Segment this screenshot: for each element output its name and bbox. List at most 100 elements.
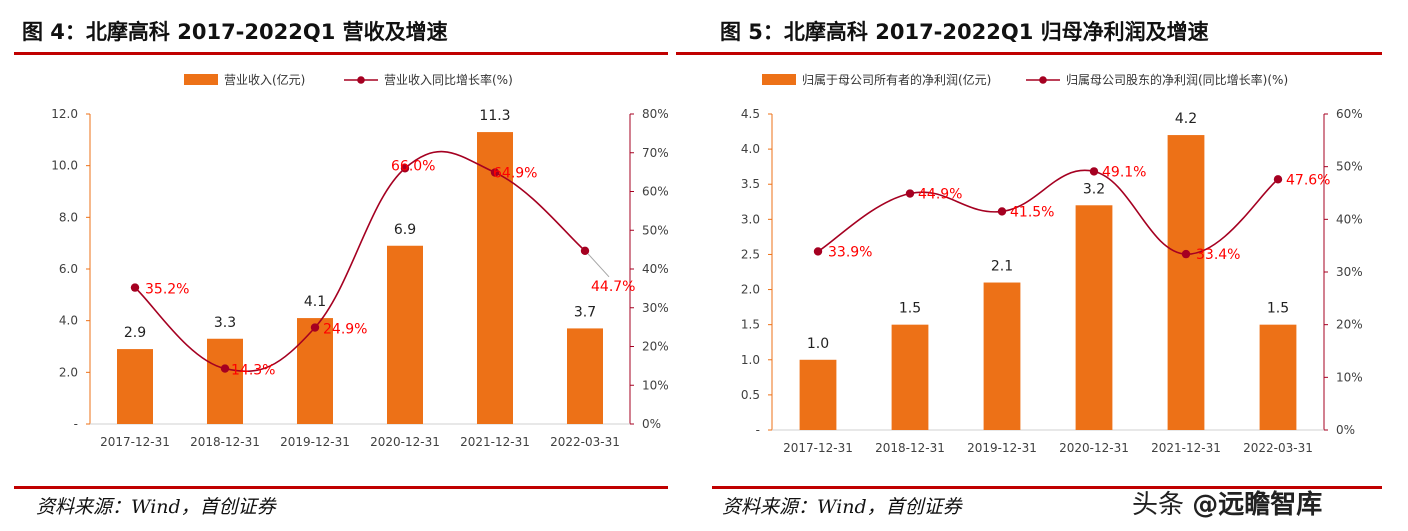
net-profit-growth-point xyxy=(997,207,1007,216)
revenue-y2-tick-label: 30% xyxy=(642,301,668,315)
revenue-y-tick-label: 2.0 xyxy=(59,365,78,379)
watermark-brand: @远瞻智库 xyxy=(1192,490,1323,520)
revenue-y2-tick-label: 40% xyxy=(642,262,668,276)
revenue-growth-label: 14.3% xyxy=(231,363,275,379)
net-profit-y-tick-label: 0.5 xyxy=(741,388,760,402)
net-profit-bar-value-label: 3.2 xyxy=(1083,181,1105,197)
net-profit-y-tick-label: 2.5 xyxy=(741,247,760,261)
revenue-bar xyxy=(207,338,243,424)
net-profit-y2-tick-label: 40% xyxy=(1336,212,1363,226)
revenue-growth-point xyxy=(580,246,590,255)
left-source-note: 资料来源：Wind，首创证券 xyxy=(36,496,276,518)
watermark: 头条 @远瞻智库 xyxy=(1132,484,1322,521)
right-figure-title: 图 5：北摩高科 2017-2022Q1 归母净利润及增速 xyxy=(720,20,1209,44)
revenue-bar-value-label: 3.7 xyxy=(574,304,596,320)
revenue-growth-line xyxy=(134,150,586,372)
revenue-bar xyxy=(297,318,333,424)
revenue-y2-tick-label: 10% xyxy=(642,378,668,392)
revenue-growth-label: 24.9% xyxy=(323,322,367,338)
revenue-x-tick-label: 2018-12-31 xyxy=(190,435,260,449)
revenue-growth-point xyxy=(400,164,410,173)
net-profit-bar xyxy=(983,282,1021,430)
net-profit-bar-value-label: 1.0 xyxy=(807,336,829,352)
left-title-rule xyxy=(14,52,668,55)
revenue-bar xyxy=(117,349,153,424)
net-profit-y-tick-label: 1.5 xyxy=(741,318,760,332)
revenue-legend-bar-label: 营业收入(亿元) xyxy=(224,72,305,87)
net-profit-x-tick-label: 2017-12-31 xyxy=(783,441,853,455)
revenue-bar-value-label: 3.3 xyxy=(214,315,236,331)
revenue-x-tick-label: 2020-12-31 xyxy=(370,435,440,449)
net-profit-growth-line xyxy=(817,169,1279,255)
net-profit-growth-point xyxy=(1181,249,1191,259)
revenue-y2-tick-label: 70% xyxy=(642,146,668,160)
revenue-bar-value-label: 11.3 xyxy=(479,108,510,124)
revenue-chart: 营业收入(亿元) 营业收入同比增长率(%) - 2.0 4.0 6.0 8.0 10.0 12.… xyxy=(51,72,668,449)
net-profit-bar xyxy=(799,359,837,430)
revenue-y-tick-label: 4.0 xyxy=(59,314,78,328)
watermark-prefix: 头条 xyxy=(1132,490,1193,520)
revenue-legend-line-label: 营业收入同比增长率(%) xyxy=(384,72,513,87)
revenue-growth-point xyxy=(490,168,500,177)
net-profit-growth-label: 41.5% xyxy=(1010,204,1054,220)
net-profit-bar-value-label: 1.5 xyxy=(1267,301,1289,317)
revenue-y2-tick-label: 50% xyxy=(642,223,668,237)
net-profit-legend-bar-label: 归属于母公司所有者的净利润(亿元) xyxy=(802,72,991,87)
net-profit-y2-tick-label: 20% xyxy=(1336,318,1363,332)
net-profit-y-tick-label: 2.0 xyxy=(741,283,760,297)
net-profit-chart: 归属于母公司所有者的净利润(亿元) 归属母公司股东的净利润(同比增长率)(%) - 0… xyxy=(741,72,1363,455)
net-profit-growth-point xyxy=(1089,167,1099,176)
revenue-x-tick-label: 2022-03-31 xyxy=(550,435,620,449)
net-profit-y-tick-label: 4.5 xyxy=(741,107,760,121)
net-profit-y-tick-label: 4.0 xyxy=(741,142,760,156)
revenue-bar xyxy=(567,328,603,424)
net-profit-growth-label: 33.9% xyxy=(828,244,872,260)
net-profit-bar xyxy=(1075,205,1113,430)
net-profit-y-tick-label: - xyxy=(756,423,760,437)
net-profit-y2-tick-label: 60% xyxy=(1336,107,1363,121)
net-profit-legend-bar-swatch xyxy=(762,74,796,85)
revenue-bar xyxy=(387,245,423,424)
net-profit-legend-line-marker xyxy=(1039,76,1047,84)
net-profit-bar xyxy=(1259,324,1297,430)
net-profit-x-tick-label: 2019-12-31 xyxy=(967,441,1037,455)
net-profit-x-tick-label: 2021-12-31 xyxy=(1151,441,1221,455)
net-profit-x-tick-label: 2020-12-31 xyxy=(1059,441,1129,455)
net-profit-y2-tick-label: 10% xyxy=(1336,370,1363,384)
revenue-y2-tick-label: 60% xyxy=(642,185,668,199)
net-profit-y2-tick-label: 30% xyxy=(1336,265,1363,279)
left-figure-title: 图 4：北摩高科 2017-2022Q1 营收及增速 xyxy=(22,20,448,44)
net-profit-y-tick-label: 3.0 xyxy=(741,212,760,226)
revenue-growth-label: 66.0% xyxy=(391,158,435,174)
revenue-y-tick-label: 8.0 xyxy=(59,210,78,224)
net-profit-x-tick-label: 2022-03-31 xyxy=(1243,441,1313,455)
revenue-bar-value-label: 4.1 xyxy=(304,294,326,310)
net-profit-bar-value-label: 1.5 xyxy=(899,301,921,317)
revenue-y-tick-label: - xyxy=(74,417,78,431)
revenue-growth-label: 64.9% xyxy=(493,166,537,182)
net-profit-bar xyxy=(1167,135,1205,431)
revenue-x-tick-label: 2019-12-31 xyxy=(280,435,350,449)
net-profit-growth-label: 47.6% xyxy=(1286,172,1330,188)
net-profit-y2-tick-label: 50% xyxy=(1336,160,1363,174)
revenue-bar-value-label: 6.9 xyxy=(394,222,416,238)
right-source-rule xyxy=(712,486,1382,489)
net-profit-growth-point xyxy=(813,247,823,256)
revenue-legend-line-marker xyxy=(357,76,365,84)
net-profit-bar-value-label: 2.1 xyxy=(991,259,1013,275)
net-profit-bar-value-label: 4.2 xyxy=(1175,111,1197,127)
right-title-rule xyxy=(676,52,1382,55)
revenue-legend-bar-swatch xyxy=(184,74,218,85)
net-profit-bar xyxy=(891,324,929,430)
revenue-bar xyxy=(477,132,513,424)
net-profit-growth-label: 49.1% xyxy=(1102,164,1146,180)
net-profit-y-tick-label: 3.5 xyxy=(741,177,760,191)
revenue-x-tick-label: 2021-12-31 xyxy=(460,435,530,449)
revenue-y2-tick-label: 80% xyxy=(642,107,668,121)
revenue-y-tick-label: 10.0 xyxy=(51,159,78,173)
right-source-note: 资料来源：Wind，首创证券 xyxy=(722,496,962,518)
revenue-y-tick-label: 12.0 xyxy=(51,107,78,121)
revenue-y-tick-label: 6.0 xyxy=(59,262,78,276)
revenue-y2-tick-label: 20% xyxy=(642,340,668,354)
revenue-growth-point xyxy=(130,283,140,292)
